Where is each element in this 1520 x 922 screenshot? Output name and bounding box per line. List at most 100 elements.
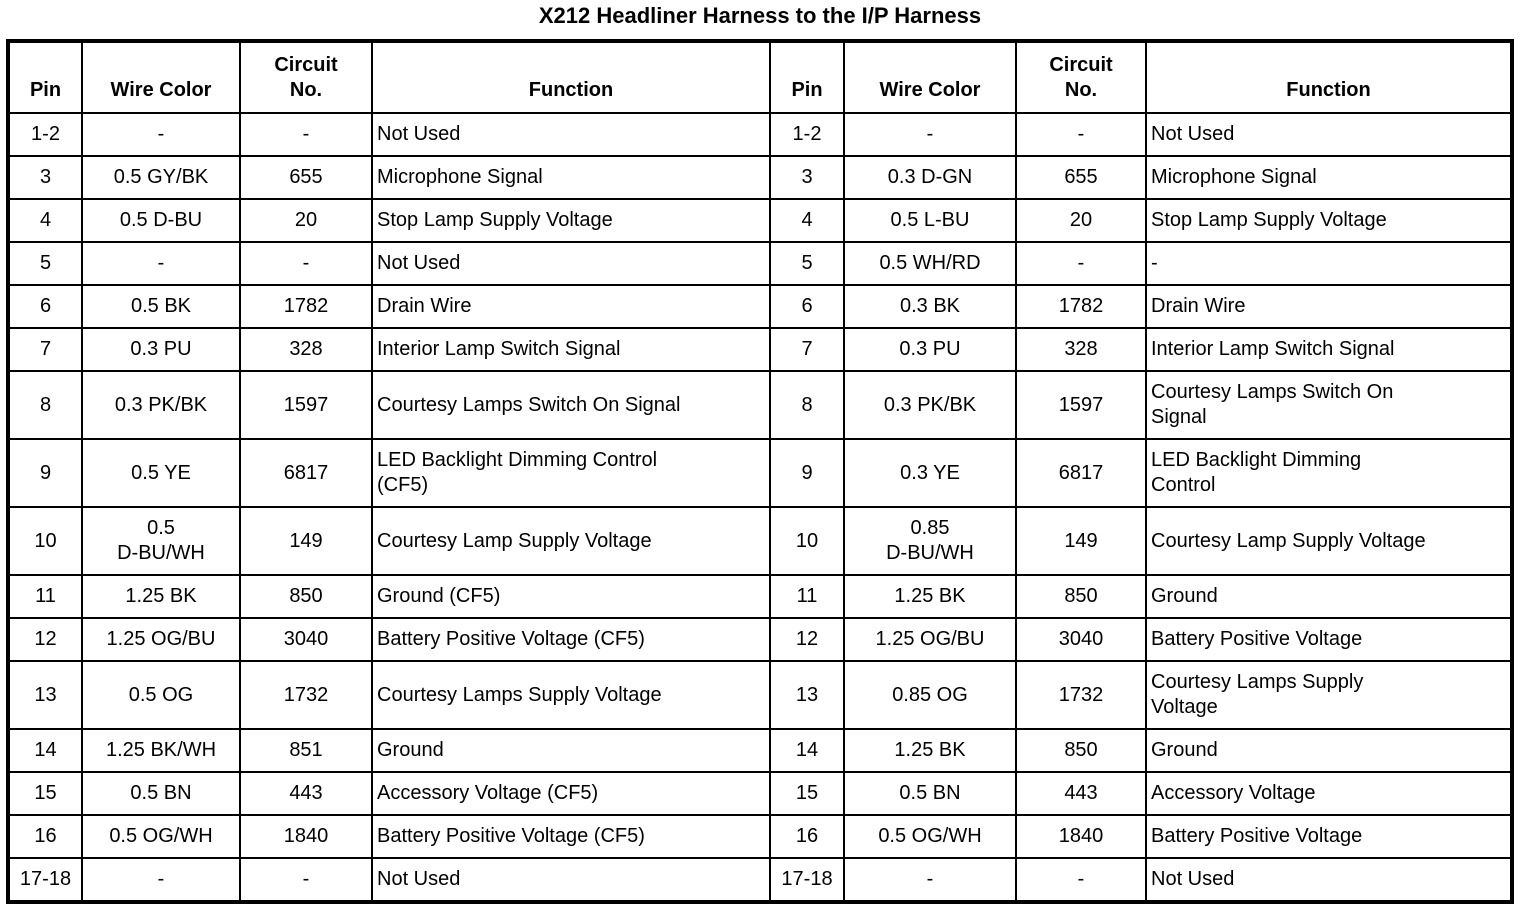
right-pin-cell: 6	[769, 284, 845, 329]
table-row: 6 0.5 BK 1782 Drain Wire 6 0.3 BK 1782 Drain Wi…	[7, 284, 1513, 329]
table-row: 7 0.3 PU 328 Interior Lamp Switch Signal 7 0.…	[7, 327, 1513, 372]
right-function-cell: Battery Positive Voltage	[1145, 617, 1513, 662]
right-pin-cell: 10	[769, 506, 845, 576]
left-wire-cell: 0.3 PK/BK	[81, 370, 241, 440]
table-row: 4 0.5 D-BU 20 Stop Lamp Supply Voltage 4 0.5 …	[7, 198, 1513, 243]
table-header: Pin Wire Color Circuit No. Function Pin …	[7, 40, 1513, 114]
table-row: 8 0.3 PK/BK 1597 Courtesy Lamps Switch On S…	[7, 370, 1513, 440]
left-circuit-cell: 149	[239, 506, 373, 576]
left-function-cell: Stop Lamp Supply Voltage	[371, 198, 771, 243]
right-wire-cell: 0.5 L-BU	[843, 198, 1017, 243]
right-pin-cell: 16	[769, 814, 845, 859]
right-pin-cell: 11	[769, 574, 845, 619]
left-wire-cell: -	[81, 857, 241, 903]
pinout-table: Pin Wire Color Circuit No. Function Pin …	[6, 39, 1514, 904]
right-pin-cell: 9	[769, 438, 845, 508]
right-circuit-cell: 20	[1015, 198, 1147, 243]
right-pin-cell: 12	[769, 617, 845, 662]
right-wire-cell: -	[843, 112, 1017, 157]
right-wire-cell: 1.25 BK	[843, 728, 1017, 773]
left-pin-cell: 10	[7, 506, 83, 576]
right-circuit-cell: 850	[1015, 728, 1147, 773]
right-circuit-cell: 1597	[1015, 370, 1147, 440]
left-pin-cell: 9	[7, 438, 83, 508]
left-function-cell: Courtesy Lamps Switch On Signal	[371, 370, 771, 440]
left-function-cell: Drain Wire	[371, 284, 771, 329]
left-function-cell: Accessory Voltage (CF5)	[371, 771, 771, 816]
right-pin-cell: 1-2	[769, 112, 845, 157]
table-row: 16 0.5 OG/WH 1840 Battery Positive Voltage …	[7, 814, 1513, 859]
left-function-cell: LED Backlight Dimming Control (CF5)	[371, 438, 771, 508]
table-row: 10 0.5 D-BU/WH 149 Courtesy Lamp Supply Vol…	[7, 506, 1513, 576]
left-wire-cell: 1.25 BK	[81, 574, 241, 619]
right-wire-cell: 1.25 BK	[843, 574, 1017, 619]
left-function-cell: Microphone Signal	[371, 155, 771, 200]
right-wire-cell: 0.5 BN	[843, 771, 1017, 816]
left-circuit-cell: 851	[239, 728, 373, 773]
right-function-cell: Accessory Voltage	[1145, 771, 1513, 816]
left-pin-cell: 12	[7, 617, 83, 662]
right-circuit-cell: 1840	[1015, 814, 1147, 859]
header-right-circuit-no: Circuit No.	[1015, 40, 1147, 114]
left-function-cell: Battery Positive Voltage (CF5)	[371, 814, 771, 859]
right-wire-cell: 0.85 OG	[843, 660, 1017, 730]
right-function-cell: Microphone Signal	[1145, 155, 1513, 200]
right-wire-cell: 1.25 OG/BU	[843, 617, 1017, 662]
right-wire-cell: 0.85 D-BU/WH	[843, 506, 1017, 576]
right-function-cell: Ground	[1145, 574, 1513, 619]
right-pin-cell: 14	[769, 728, 845, 773]
right-function-cell: Courtesy Lamps Supply Voltage	[1145, 660, 1513, 730]
left-circuit-cell: 1782	[239, 284, 373, 329]
left-pin-cell: 8	[7, 370, 83, 440]
left-pin-cell: 11	[7, 574, 83, 619]
right-circuit-cell: 6817	[1015, 438, 1147, 508]
left-pin-cell: 3	[7, 155, 83, 200]
left-pin-cell: 14	[7, 728, 83, 773]
header-row: Pin Wire Color Circuit No. Function Pin …	[7, 40, 1513, 114]
right-function-cell: Interior Lamp Switch Signal	[1145, 327, 1513, 372]
left-wire-cell: 0.5 D-BU/WH	[81, 506, 241, 576]
left-function-cell: Ground (CF5)	[371, 574, 771, 619]
right-circuit-cell: 1782	[1015, 284, 1147, 329]
left-wire-cell: 0.5 D-BU	[81, 198, 241, 243]
table-row: 14 1.25 BK/WH 851 Ground 14 1.25 BK 850 Ground	[7, 728, 1513, 773]
table-row: 1-2- - Not Used 1-2- - Not Used	[7, 112, 1513, 157]
left-circuit-cell: -	[239, 112, 373, 157]
table-row: 11 1.25 BK 850 Ground (CF5) 11 1.25 BK 850 Grou…	[7, 574, 1513, 619]
left-circuit-cell: 20	[239, 198, 373, 243]
left-circuit-cell: 1732	[239, 660, 373, 730]
right-circuit-cell: 149	[1015, 506, 1147, 576]
right-circuit-cell: -	[1015, 112, 1147, 157]
left-function-cell: Courtesy Lamp Supply Voltage	[371, 506, 771, 576]
right-wire-cell: -	[843, 857, 1017, 903]
right-pin-cell: 13	[769, 660, 845, 730]
left-circuit-cell: 3040	[239, 617, 373, 662]
right-circuit-cell: 1732	[1015, 660, 1147, 730]
right-pin-cell: 4	[769, 198, 845, 243]
left-circuit-cell: 328	[239, 327, 373, 372]
left-circuit-cell: 1840	[239, 814, 373, 859]
left-wire-cell: 0.5 GY/BK	[81, 155, 241, 200]
left-pin-cell: 5	[7, 241, 83, 286]
left-wire-cell: 1.25 BK/WH	[81, 728, 241, 773]
right-wire-cell: 0.3 D-GN	[843, 155, 1017, 200]
right-function-cell: LED Backlight Dimming Control	[1145, 438, 1513, 508]
left-function-cell: Not Used	[371, 241, 771, 286]
right-function-cell: -	[1145, 241, 1513, 286]
right-wire-cell: 0.3 BK	[843, 284, 1017, 329]
right-circuit-cell: 328	[1015, 327, 1147, 372]
table-row: 15 0.5 BN 443 Accessory Voltage (CF5) 15 0.5 …	[7, 771, 1513, 816]
left-circuit-cell: 443	[239, 771, 373, 816]
left-circuit-cell: 6817	[239, 438, 373, 508]
left-function-cell: Courtesy Lamps Supply Voltage	[371, 660, 771, 730]
header-right-function: Function	[1145, 40, 1513, 114]
header-left-circuit-no: Circuit No.	[239, 40, 373, 114]
left-pin-cell: 13	[7, 660, 83, 730]
right-circuit-cell: -	[1015, 857, 1147, 903]
right-function-cell: Drain Wire	[1145, 284, 1513, 329]
right-circuit-cell: -	[1015, 241, 1147, 286]
left-pin-cell: 16	[7, 814, 83, 859]
left-pin-cell: 17-18	[7, 857, 83, 903]
right-wire-cell: 0.5 OG/WH	[843, 814, 1017, 859]
